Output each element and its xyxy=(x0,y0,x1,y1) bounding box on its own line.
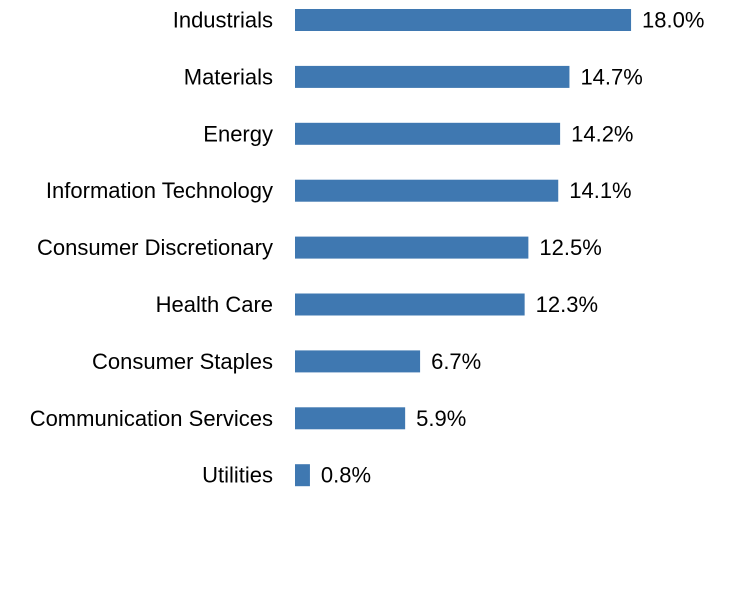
category-label: Consumer Discretionary xyxy=(37,235,273,260)
category-label: Communication Services xyxy=(30,406,273,431)
value-label: 12.3% xyxy=(536,292,598,317)
category-label: Information Technology xyxy=(46,178,273,203)
bar-row: Information Technology 14.1% xyxy=(46,178,632,203)
bar-row: Industrials 18.0% xyxy=(173,8,705,33)
bar xyxy=(295,464,310,487)
bar-row: Communication Services 5.9% xyxy=(30,406,467,431)
category-label: Materials xyxy=(184,64,273,89)
bar xyxy=(295,179,559,202)
bar-row: Materials 14.7% xyxy=(184,64,643,89)
value-label: 5.9% xyxy=(416,406,466,431)
bar-row: Energy 14.2% xyxy=(203,121,633,146)
value-label: 14.7% xyxy=(580,64,642,89)
value-label: 14.1% xyxy=(569,178,631,203)
category-label: Consumer Staples xyxy=(92,349,273,374)
category-label: Health Care xyxy=(156,292,273,317)
bar xyxy=(295,9,632,31)
bar-row: Health Care 12.3% xyxy=(156,292,598,317)
value-label: 0.8% xyxy=(321,463,371,488)
value-label: 6.7% xyxy=(431,349,481,374)
value-label: 12.5% xyxy=(539,235,601,260)
bar xyxy=(295,122,561,145)
category-label: Energy xyxy=(203,121,273,146)
value-label: 14.2% xyxy=(571,121,633,146)
bar xyxy=(295,236,529,259)
category-label: Utilities xyxy=(202,463,273,488)
bar xyxy=(295,293,525,316)
bar-row: Utilities 0.8% xyxy=(202,463,371,488)
bar xyxy=(295,407,406,430)
category-label: Industrials xyxy=(173,8,273,33)
value-label: 18.0% xyxy=(642,8,704,33)
bar-row: Consumer Staples 6.7% xyxy=(92,349,481,374)
bar xyxy=(295,350,421,373)
bar xyxy=(295,65,570,88)
bar-row: Consumer Discretionary 12.5% xyxy=(37,235,602,260)
